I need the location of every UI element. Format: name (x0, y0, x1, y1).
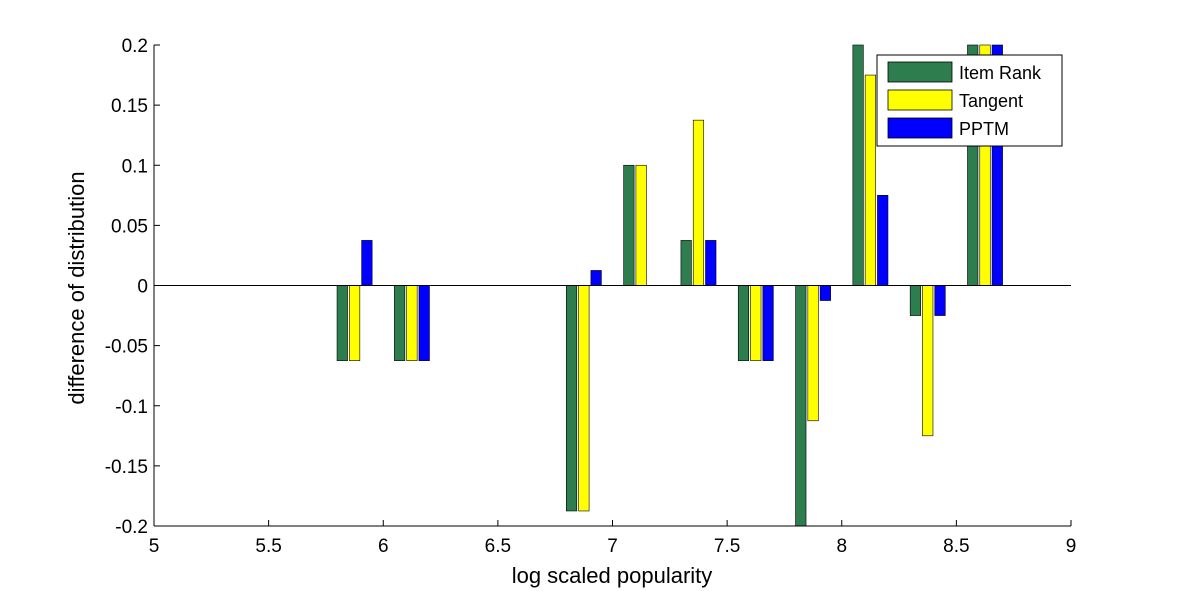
bar-pptm-8 (934, 285, 946, 316)
legend-swatch-tangent (887, 89, 953, 111)
x-tick-label: 5.5 (255, 536, 281, 557)
x-tick-label: 8.5 (943, 536, 969, 557)
bar-pptm-2 (590, 270, 602, 286)
legend-label-item-rank: Item Rank (959, 63, 1042, 83)
bar-tangent-7 (864, 74, 876, 286)
legend-swatch-pptm (887, 117, 953, 139)
legend-items: Item Rank Tangent PPTM (887, 61, 1042, 139)
x-tick-label: 6 (378, 536, 389, 557)
bar-item-rank-2 (565, 285, 578, 512)
bar-item-rank-4 (680, 240, 692, 286)
bars-layer (336, 44, 1003, 527)
bar-tangent-2 (578, 285, 590, 512)
x-tick-label: 5 (149, 536, 160, 557)
bar-item-rank-1 (394, 285, 406, 361)
bar-pptm-0 (361, 240, 373, 286)
bar-tangent-3 (635, 164, 647, 286)
x-tick-label: 7.5 (714, 536, 740, 557)
y-tick-label: -0.15 (105, 457, 148, 478)
bar-tangent-0 (349, 285, 361, 361)
x-tick-label: 8 (836, 536, 847, 557)
y-tick-label: -0.2 (115, 517, 148, 538)
bar-tangent-5 (750, 285, 762, 361)
bar-item-rank-8 (909, 285, 921, 316)
bar-item-rank-7 (852, 44, 864, 286)
y-tick-label: -0.05 (105, 337, 148, 358)
bar-pptm-1 (418, 285, 430, 361)
legend-label-pptm: PPTM (959, 119, 1009, 139)
y-tick-label: 0.05 (111, 216, 148, 237)
y-axis-title: difference of distribution (64, 171, 89, 404)
bar-tangent-4 (692, 119, 705, 286)
bar-pptm-6 (819, 285, 831, 301)
x-axis-title: log scaled popularity (512, 563, 713, 588)
bar-tangent-6 (807, 285, 819, 422)
bar-tangent-1 (406, 285, 418, 361)
y-tick-label: -0.1 (115, 397, 148, 418)
bar-pptm-5 (762, 285, 774, 361)
bar-pptm-7 (877, 195, 889, 286)
bar-tangent-8 (922, 285, 934, 437)
y-tick-label: 0.1 (122, 156, 148, 177)
legend-label-tangent: Tangent (959, 91, 1023, 111)
bar-item-rank-5 (737, 285, 750, 361)
y-tick-label: 0 (137, 277, 148, 298)
legend: Item Rank Tangent PPTM (876, 54, 1063, 147)
ticks-layer: 5 5.5 6 6.5 7 7.5 8 8.5 9 0.2 0.15 0.1 0.05 0 -0.05 -0.… (105, 36, 1077, 557)
x-tick-label: 6.5 (485, 536, 511, 557)
x-tick-label: 7 (607, 536, 618, 557)
y-tick-label: 0.2 (122, 36, 148, 57)
bar-item-rank-6 (795, 285, 807, 527)
bar-pptm-4 (705, 240, 717, 286)
y-tick-label: 0.15 (111, 96, 148, 117)
bar-item-rank-0 (336, 285, 348, 361)
bar-item-rank-3 (623, 164, 635, 286)
x-tick-label: 9 (1066, 536, 1077, 557)
legend-swatch-item-rank (887, 61, 953, 83)
